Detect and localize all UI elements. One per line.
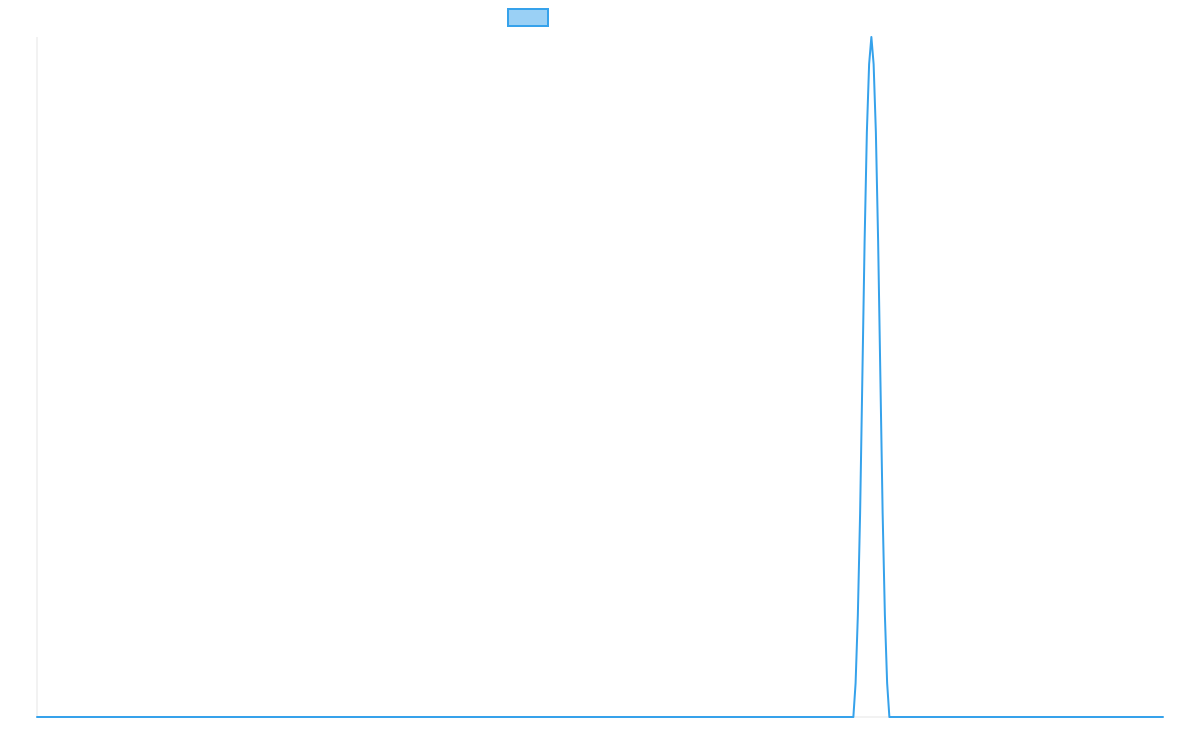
legend-swatch[interactable] [507,8,549,27]
series-layer [36,36,1164,718]
legend[interactable] [507,8,549,27]
series-line [36,36,1164,718]
axes [36,37,1163,718]
